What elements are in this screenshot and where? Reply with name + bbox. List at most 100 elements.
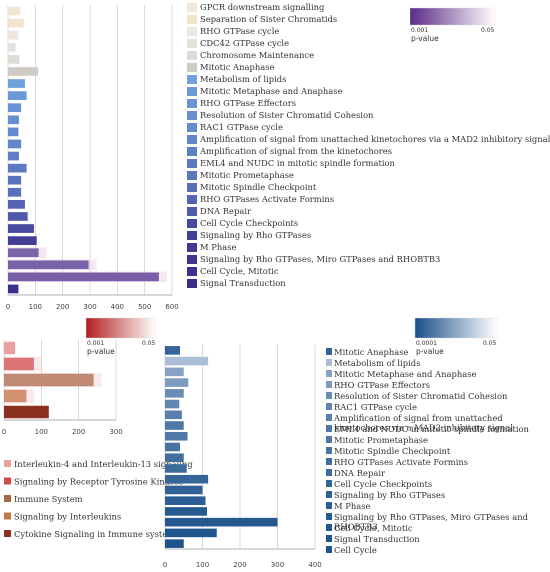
bar (8, 236, 37, 245)
bar (8, 187, 22, 197)
bar (8, 260, 89, 270)
legend-swatch (187, 243, 197, 252)
legend-swatch (4, 460, 11, 467)
chart-2: 0 100 200 300 Interleukin-4 and Interleukin-… (2, 317, 193, 539)
bar (8, 151, 19, 161)
x-tick-label: 200 (56, 303, 69, 311)
x-tick-label: 0 (2, 428, 6, 436)
category-label: Amplification of signal from unattached … (199, 134, 550, 144)
category-label: CDC42 GTPase cycle (200, 38, 289, 48)
bar-glow (4, 356, 42, 372)
legend-swatch (187, 15, 197, 24)
category-label: RHO GTPases Activate Formins (334, 457, 468, 467)
category-label: Mitotic Metaphase and Anaphase (334, 369, 477, 379)
x-tick-label: 0 (163, 561, 167, 569)
category-label: Mitotic Anaphase (200, 62, 275, 72)
x-tick-label: 500 (138, 303, 151, 311)
bar (8, 30, 19, 40)
colorbar-max-label: 0.05 (142, 340, 156, 347)
x-tick-label: 600 (165, 303, 178, 311)
legend-swatch (4, 495, 11, 502)
bar (4, 405, 49, 419)
legend-swatch (326, 425, 332, 432)
category-label: Signal Transduction (200, 278, 286, 288)
legend-swatch (326, 535, 332, 542)
bar (165, 442, 180, 452)
legend-swatch (4, 512, 11, 520)
category-label: GPCR downstream signalling (200, 2, 325, 12)
x-tick-label: 200 (72, 428, 85, 436)
legend-swatch (326, 414, 332, 421)
bar (8, 200, 25, 209)
bar (165, 507, 207, 516)
bar (8, 224, 34, 233)
category-label: Mitotic Metaphase and Anaphase (200, 86, 343, 96)
legend-swatch (187, 99, 197, 108)
x-tick-label: 300 (271, 561, 284, 569)
category-label: Separation of Sister Chromatids (200, 14, 337, 24)
bar (165, 367, 184, 377)
bar (8, 127, 19, 137)
bar (165, 453, 184, 463)
legend-swatch (187, 63, 197, 72)
bar (165, 474, 209, 484)
category-label: Signaling by Rho GTPases (334, 490, 445, 500)
legend-swatch (187, 3, 197, 12)
bar-glow (8, 271, 167, 283)
category-label: EML4 and NUDC in mitotic spindle formati… (200, 158, 396, 168)
x-tick-label: 300 (83, 303, 96, 311)
bar (165, 356, 209, 366)
bar (165, 389, 184, 398)
x-tick-label: 400 (308, 561, 321, 569)
bar (8, 284, 19, 294)
x-tick-label: 400 (111, 303, 124, 311)
bar (8, 212, 28, 221)
bar-glow (4, 372, 102, 388)
colorbar-min-label: 0.001 (87, 340, 104, 347)
chart-3: 0 100 200 300 400 Mitotic AnaphaseMetabolism … (163, 317, 530, 569)
bar (165, 464, 187, 473)
legend-swatch (187, 207, 197, 216)
bar (8, 103, 22, 113)
category-label: Amplification of signal from the kinetoc… (199, 146, 392, 156)
legend-swatch (326, 546, 332, 553)
legend-swatch (326, 480, 332, 487)
category-label: Cell Cycle, Mitotic (200, 266, 279, 276)
category-label: DNA Repair (334, 468, 385, 478)
bar (165, 517, 278, 527)
legend-swatch (187, 135, 197, 144)
bar (4, 341, 16, 355)
category-label: RHO GTPase Effectors (334, 380, 430, 390)
bar (165, 431, 188, 441)
legend-swatch (187, 183, 197, 192)
legend-swatch (326, 348, 332, 355)
legend-swatch (326, 381, 332, 388)
legend-swatch (326, 436, 332, 443)
bar (4, 373, 94, 387)
bar (165, 346, 180, 355)
legend-swatch (187, 267, 197, 276)
bar (165, 496, 206, 505)
legend-swatch (187, 75, 197, 84)
category-label: RHO GTPase cycle (200, 26, 279, 36)
x-tick-label: 0 (6, 303, 10, 311)
bar (8, 91, 27, 100)
colorbar-title: p-value (416, 347, 444, 356)
category-label: Signaling by Rho GTPases, Miro GTPases a… (200, 254, 440, 264)
category-label: Cytokine Signaling in Immune system (14, 529, 175, 539)
bar (8, 6, 21, 16)
bar (8, 55, 20, 64)
bar-glow (8, 247, 47, 259)
category-label: Amplification of signal from unattached k… (333, 413, 513, 433)
colorbar-max-label: 0.05 (481, 27, 495, 34)
legend-swatch (187, 123, 197, 132)
colorbar-max-label: 0.05 (483, 340, 497, 347)
category-label: Cell Cycle, Mitotic (334, 523, 413, 533)
legend-swatch (326, 524, 332, 531)
category-label: RHO GTPase Effectors (200, 98, 296, 108)
bar (8, 18, 24, 28)
legend-swatch (187, 39, 197, 48)
colorbar (414, 317, 498, 339)
legend-swatch (187, 87, 197, 96)
category-label: Mitotic Prometaphase (200, 170, 294, 180)
